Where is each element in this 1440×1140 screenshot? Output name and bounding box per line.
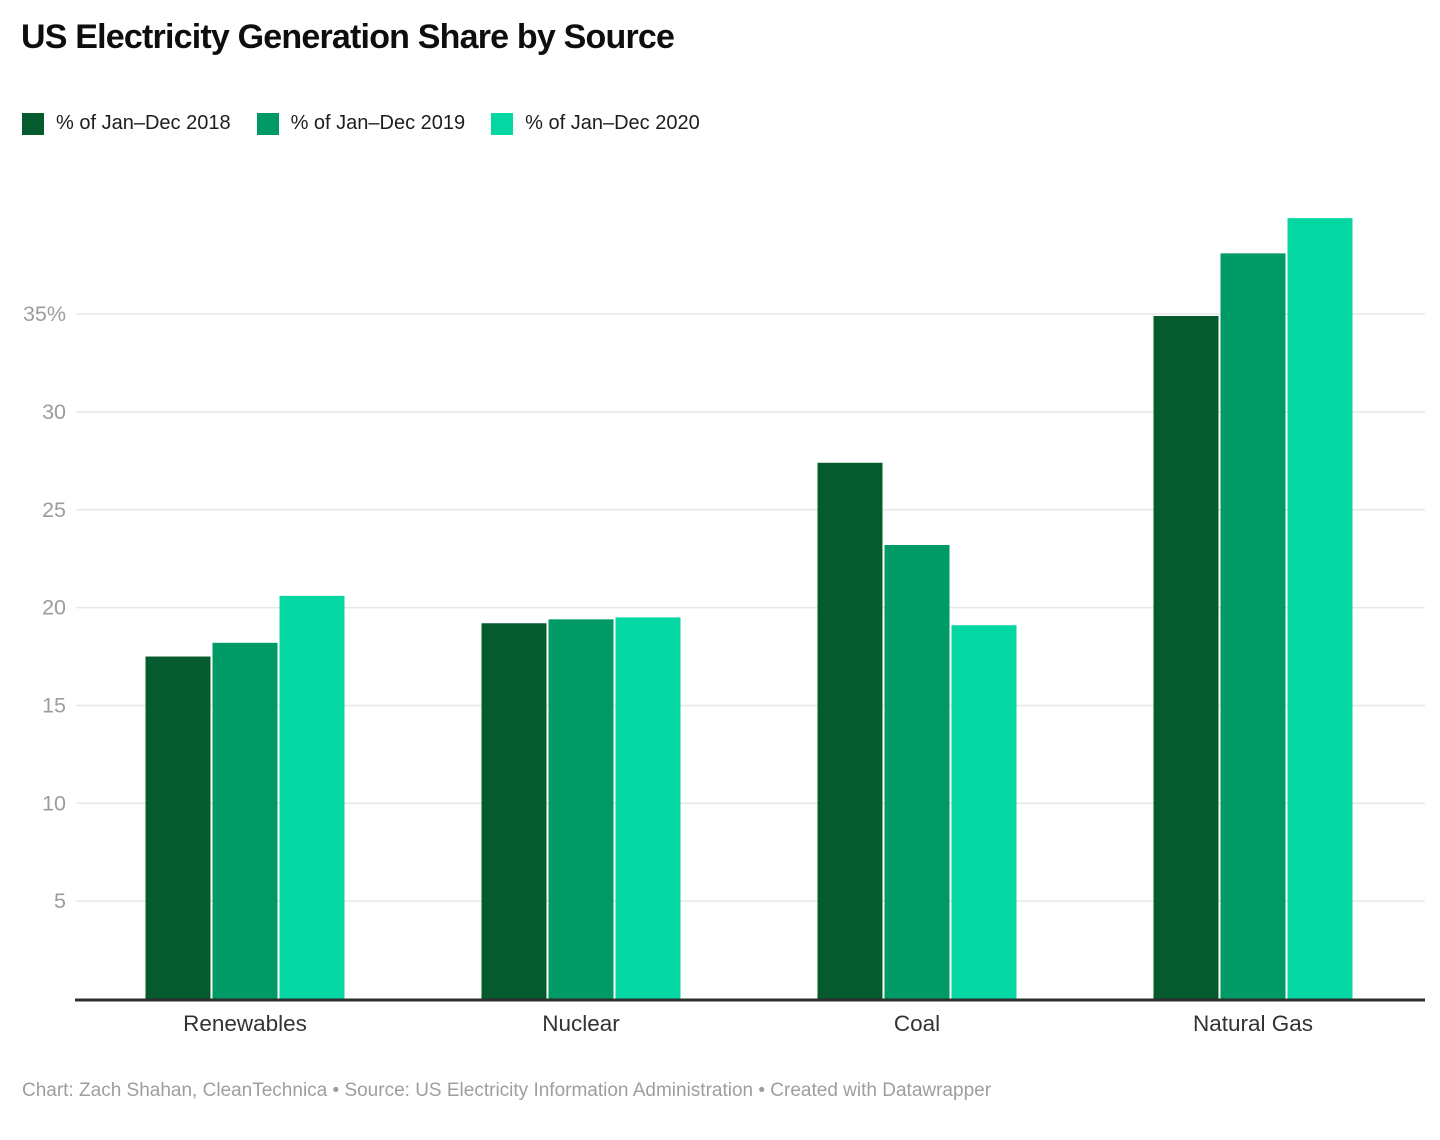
- legend-item: % of Jan–Dec 2018: [22, 112, 231, 135]
- bar: [1220, 253, 1286, 999]
- bar: [951, 625, 1017, 999]
- y-tick-label: 15: [42, 693, 66, 717]
- y-tick-label: 25: [42, 498, 66, 522]
- y-tick-label: 20: [42, 596, 66, 620]
- legend-label: % of Jan–Dec 2020: [525, 112, 700, 134]
- bar: [615, 617, 681, 999]
- legend-swatch: [22, 112, 44, 135]
- legend-item: % of Jan–Dec 2019: [256, 112, 466, 135]
- x-category-label: Natural Gas: [1193, 1011, 1313, 1036]
- y-tick-label: 5: [54, 889, 66, 913]
- legend-label: % of Jan–Dec 2018: [56, 112, 231, 134]
- chart-footer: Chart: Zach Shahan, CleanTechnica • Sour…: [22, 1080, 992, 1101]
- legend-label: % of Jan–Dec 2019: [290, 112, 466, 134]
- legend-swatch: [491, 112, 514, 135]
- bar: [548, 619, 614, 999]
- legend-item: % of Jan–Dec 2020: [491, 112, 700, 135]
- y-tick-label: 10: [42, 791, 66, 815]
- x-category-label: Renewables: [183, 1011, 307, 1036]
- legend-swatch: [256, 112, 279, 135]
- x-category-label: Nuclear: [542, 1011, 620, 1036]
- bar: [1153, 316, 1219, 1000]
- x-axis-line: [75, 998, 1425, 1002]
- chart-title: US Electricity Generation Share by Sourc…: [21, 18, 675, 56]
- bar: [212, 642, 278, 999]
- legend: % of Jan–Dec 2018 % of Jan–Dec 2019 % of J…: [22, 112, 700, 135]
- y-tick-label: 30: [42, 400, 66, 424]
- bar: [481, 623, 547, 999]
- bar: [279, 595, 345, 999]
- bar: [817, 462, 883, 1000]
- x-category-label: Coal: [894, 1011, 940, 1036]
- bar: [145, 656, 211, 999]
- bar: [1287, 218, 1353, 1000]
- y-tick-label: 35%: [23, 302, 66, 326]
- bar: [884, 544, 950, 999]
